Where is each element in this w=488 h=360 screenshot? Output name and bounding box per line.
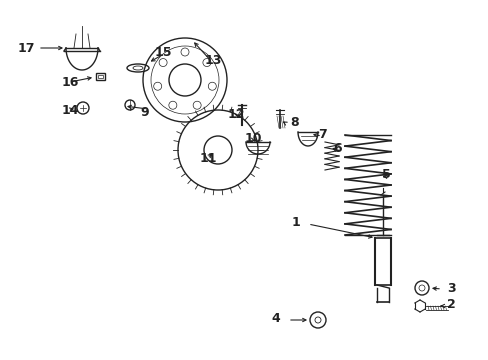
- Text: 12: 12: [227, 108, 245, 122]
- Text: 6: 6: [332, 141, 341, 154]
- Text: 9: 9: [140, 105, 148, 118]
- Text: 3: 3: [446, 282, 455, 294]
- Bar: [96, 73, 105, 80]
- Text: 14: 14: [62, 104, 80, 117]
- Text: 17: 17: [18, 41, 35, 54]
- Text: 2: 2: [446, 298, 455, 311]
- Text: 10: 10: [244, 131, 262, 144]
- Text: 5: 5: [381, 168, 390, 181]
- Bar: [98, 75, 103, 78]
- Text: 1: 1: [291, 216, 299, 229]
- Text: 15: 15: [155, 45, 172, 58]
- Text: 8: 8: [289, 116, 298, 129]
- Text: 13: 13: [204, 54, 222, 67]
- Text: 7: 7: [317, 129, 326, 141]
- Text: 11: 11: [200, 152, 217, 165]
- Text: 4: 4: [271, 311, 280, 324]
- Text: 16: 16: [62, 76, 79, 89]
